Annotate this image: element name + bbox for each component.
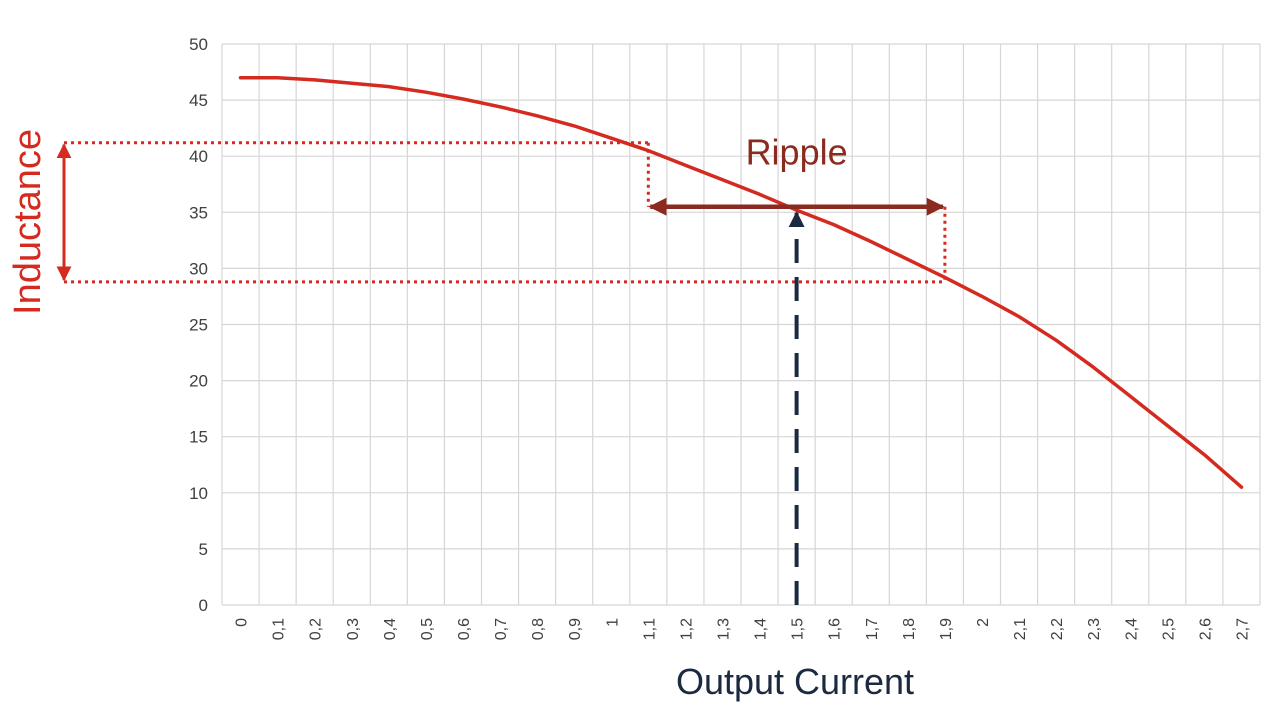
- x-tick-label: 0,6: [456, 618, 473, 640]
- x-tick-label: 0,7: [493, 618, 510, 640]
- y-tick-label: 20: [189, 372, 208, 391]
- y-axis-ticks: 0 5 10 15 20 25 30 35 40 45 50: [189, 35, 208, 615]
- ripple-label: Ripple: [746, 132, 848, 173]
- x-tick-label: 1,4: [753, 618, 770, 640]
- x-tick-label: 1,5: [790, 618, 807, 640]
- x-tick-label: 2,6: [1197, 618, 1214, 640]
- inductance-curve: [238, 75, 1244, 489]
- x-tick-label: 2: [975, 618, 992, 627]
- x-axis-ticks: 0 0,1 0,2 0,3 0,4 0,5 0,6 0,7 0,8 0,9 1 1,1 1,2 1,3 1,…: [234, 618, 1252, 640]
- x-tick-label: 1,1: [641, 618, 658, 640]
- x-tick-label: 1,8: [901, 618, 918, 640]
- x-axis-label: Output Current: [676, 661, 914, 702]
- x-tick-label: 1,3: [715, 618, 732, 640]
- y-tick-label: 0: [199, 596, 208, 615]
- y-tick-label: 25: [189, 316, 208, 335]
- x-tick-label: 1,6: [827, 618, 844, 640]
- x-tick-label: 1,7: [864, 618, 881, 640]
- y-axis-label: Inductance: [7, 129, 49, 315]
- x-tick-label: 1,9: [938, 618, 955, 640]
- y-tick-label: 40: [189, 147, 208, 166]
- x-tick-label: 2,2: [1049, 618, 1066, 640]
- x-tick-label: 0,1: [271, 618, 288, 640]
- y-tick-label: 5: [199, 540, 208, 559]
- grid: [221, 43, 1261, 606]
- x-tick-label: 1: [604, 618, 621, 627]
- x-tick-label: 0,8: [530, 618, 547, 640]
- annotations: Ripple: [56, 132, 947, 605]
- x-tick-label: 2,1: [1012, 618, 1029, 640]
- x-tick-label: 0,4: [382, 618, 399, 640]
- x-tick-label: 2,5: [1160, 618, 1177, 640]
- y-tick-label: 45: [189, 91, 208, 110]
- x-tick-label: 0,9: [567, 618, 584, 640]
- y-tick-label: 35: [189, 203, 208, 222]
- y-tick-label: 10: [189, 484, 208, 503]
- y-tick-label: 15: [189, 428, 208, 447]
- x-tick-label: 0: [234, 618, 251, 627]
- y-tick-label: 30: [189, 259, 208, 278]
- x-tick-label: 1,2: [678, 618, 695, 640]
- y-tick-label: 50: [189, 35, 208, 54]
- x-tick-label: 2,7: [1234, 618, 1251, 640]
- x-tick-label: 2,3: [1086, 618, 1103, 640]
- x-tick-label: 0,5: [419, 618, 436, 640]
- x-tick-label: 2,4: [1123, 618, 1140, 640]
- x-tick-label: 0,3: [345, 618, 362, 640]
- x-tick-label: 0,2: [308, 618, 325, 640]
